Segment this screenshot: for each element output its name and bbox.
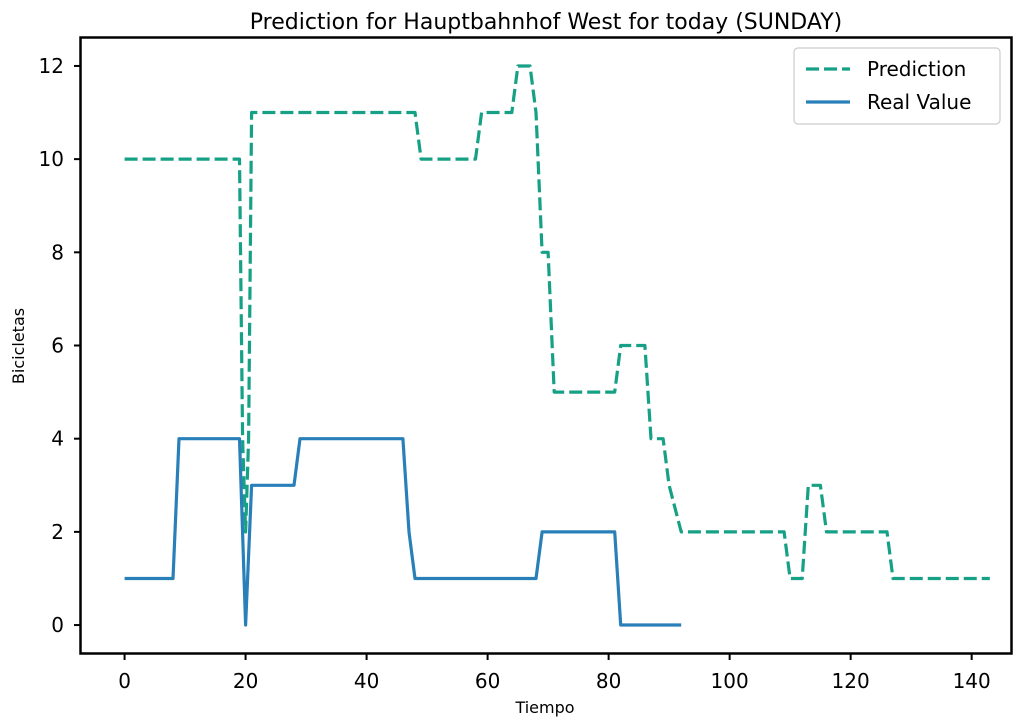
y-tick-label: 10 — [39, 147, 64, 171]
series-layer — [124, 64, 990, 627]
y-tick-label: 4 — [51, 427, 64, 451]
legend-box — [793, 47, 1001, 125]
chart-title: Prediction for Hauptbahnhof West for tod… — [250, 10, 842, 35]
x-tick-label: 0 — [118, 669, 131, 693]
y-tick-label: 2 — [51, 520, 64, 544]
x-tick-label: 60 — [475, 669, 500, 693]
x-tick-label: 80 — [596, 669, 621, 693]
plot-frame — [79, 36, 1013, 655]
legend-label-real-value: Real Value — [867, 90, 971, 114]
y-axis-label: Bicicletas — [9, 308, 28, 384]
y-tick-label: 6 — [51, 334, 64, 358]
series-line-real-value — [124, 437, 682, 627]
x-axis-label: Tiempo — [514, 698, 574, 717]
x-tick-label: 140 — [953, 669, 991, 693]
y-tick-label: 8 — [51, 240, 64, 264]
x-tick-label: 100 — [711, 669, 749, 693]
y-tick-label: 0 — [51, 613, 64, 637]
x-tick-label: 40 — [354, 669, 379, 693]
legend: Prediction Real Value — [793, 47, 1001, 125]
ticks-layer: 0 20 40 60 80 100 120 140 0 2 4 6 8 10 12 — [39, 54, 991, 693]
y-tick-label: 12 — [39, 54, 64, 78]
legend-label-prediction: Prediction — [867, 57, 966, 81]
x-tick-label: 120 — [832, 669, 870, 693]
x-tick-label: 20 — [233, 669, 258, 693]
series-line-prediction — [124, 64, 990, 581]
